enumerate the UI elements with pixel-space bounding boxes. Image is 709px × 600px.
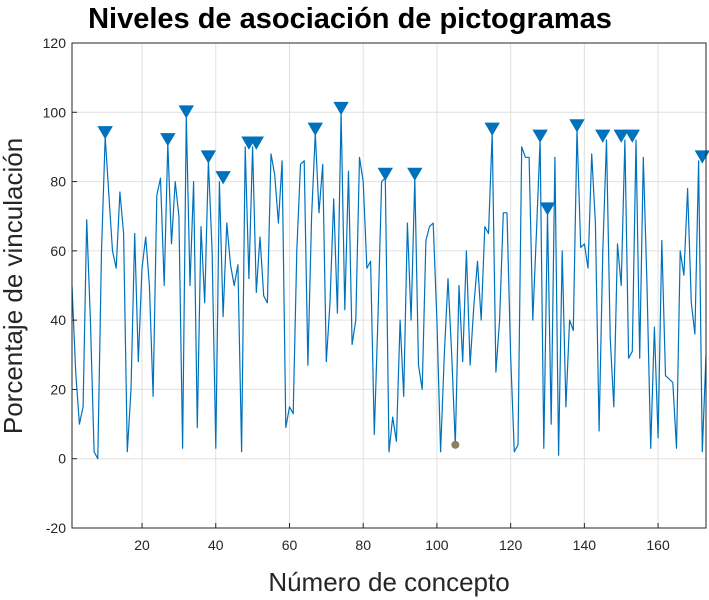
- x-axis-ticks: 20 40 60 80 100 120 140 160: [134, 523, 670, 553]
- peak-marker: [200, 150, 217, 164]
- x-tick-label: 40: [208, 537, 224, 553]
- y-axis-ticks: -20 0 20 40 60 80 100 120: [43, 35, 77, 536]
- peak-marker: [307, 122, 323, 136]
- grid-lines: [72, 42, 706, 529]
- y-tick-label: 120: [43, 35, 67, 51]
- x-tick-label: 120: [499, 537, 523, 553]
- peak-marker: [539, 202, 556, 216]
- peak-marker: [624, 129, 640, 143]
- y-tick-label: -20: [46, 520, 66, 536]
- peak-marker: [613, 129, 629, 143]
- peak-marker: [178, 105, 194, 119]
- x-tick-label: 60: [282, 537, 298, 553]
- y-tick-label: 0: [58, 451, 66, 467]
- peak-marker: [532, 129, 548, 143]
- y-tick-label: 60: [50, 243, 66, 259]
- peak-marker: [377, 167, 394, 181]
- x-tick-label: 20: [134, 537, 150, 553]
- highlight-point: [451, 440, 460, 449]
- plot-area-frame: [71, 42, 707, 529]
- peak-marker: [97, 126, 113, 140]
- y-tick-label: 20: [50, 381, 66, 397]
- peak-marker: [333, 101, 349, 116]
- peak-markers: [97, 101, 709, 216]
- peak-marker: [484, 122, 500, 136]
- peak-marker: [569, 119, 585, 133]
- y-tick-label: 40: [50, 312, 66, 328]
- peak-marker: [694, 150, 709, 164]
- y-tick-label: 80: [50, 174, 66, 190]
- y-axis-label: Porcentaje de vinculación: [0, 138, 28, 434]
- peak-marker: [595, 129, 611, 143]
- y-tick-label: 100: [43, 104, 67, 120]
- x-tick-label: 80: [355, 537, 371, 553]
- peak-marker: [407, 167, 423, 181]
- chart-title: Niveles de asociación de pictogramas: [88, 3, 612, 35]
- x-tick-label: 160: [646, 537, 670, 553]
- x-tick-label: 140: [573, 537, 597, 553]
- highlight-group: [451, 440, 460, 449]
- series-group: [71, 111, 707, 460]
- series-line: [71, 111, 707, 460]
- peak-marker: [215, 171, 231, 185]
- peak-marker: [160, 133, 176, 147]
- x-tick-label: 100: [425, 537, 449, 553]
- x-axis-label: Número de concepto: [268, 567, 509, 597]
- peak-marker: [248, 136, 264, 150]
